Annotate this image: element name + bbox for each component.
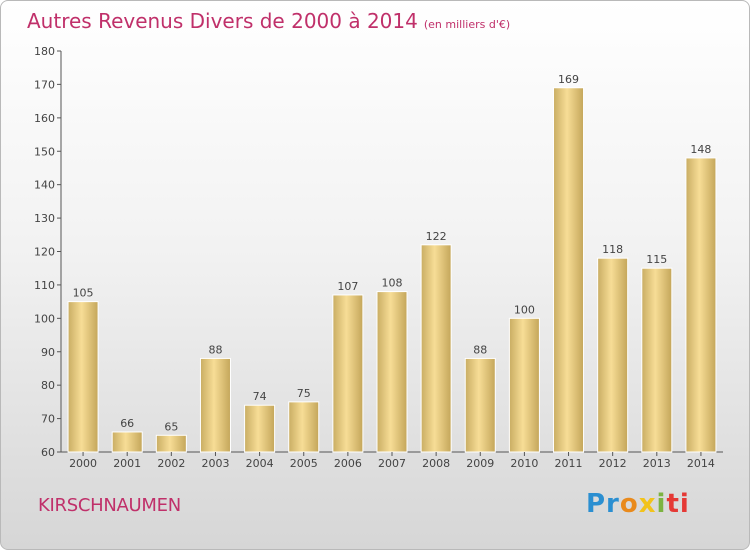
bar xyxy=(244,404,276,453)
x-tick-label: 2007 xyxy=(378,457,406,470)
bar xyxy=(155,434,187,453)
bar-value-label: 88 xyxy=(208,343,222,356)
x-tick-label: 2014 xyxy=(687,457,715,470)
bar xyxy=(420,244,452,453)
proxiti-logo: Proxiti xyxy=(586,489,690,519)
x-tick-label: 2012 xyxy=(599,457,627,470)
bar xyxy=(553,87,585,453)
y-tick-label: 140 xyxy=(34,179,55,192)
y-tick-label: 170 xyxy=(34,78,55,91)
bar-value-label: 88 xyxy=(473,343,487,356)
y-tick-label: 60 xyxy=(41,446,55,459)
bar xyxy=(67,301,99,453)
x-tick-label: 2004 xyxy=(246,457,274,470)
bar-value-label: 74 xyxy=(253,390,267,403)
logo-part: i xyxy=(656,489,667,519)
chart-title: Autres Revenus Divers de 2000 à 2014 (en … xyxy=(27,9,510,33)
x-tick-label: 2013 xyxy=(643,457,671,470)
chart-title-text: Autres Revenus Divers de 2000 à 2014 xyxy=(27,9,418,33)
bar-series: 105 66 65 88 74 75 107 108 122 88 100 169 118 115 148 xyxy=(67,73,717,453)
x-tick-label: 2003 xyxy=(201,457,229,470)
bar xyxy=(685,157,717,453)
bar-value-label: 148 xyxy=(690,143,711,156)
bar-value-label: 105 xyxy=(73,287,94,300)
bar-value-label: 66 xyxy=(120,417,134,430)
bar-value-label: 169 xyxy=(558,73,579,86)
y-tick-label: 100 xyxy=(34,312,55,325)
y-tick-label: 120 xyxy=(34,246,55,259)
bar-value-label: 65 xyxy=(164,420,178,433)
bar-value-label: 100 xyxy=(514,303,535,316)
logo-part: x xyxy=(638,489,657,519)
x-tick-label: 2005 xyxy=(290,457,318,470)
x-tick-label: 2000 xyxy=(69,457,97,470)
bar xyxy=(111,431,143,453)
logo-part: o xyxy=(619,489,639,519)
x-axis: 2000 2001 2002 2003 2004 2005 2006 2007 2008 2009… xyxy=(69,452,715,470)
bar xyxy=(597,257,629,453)
y-tick-label: 150 xyxy=(34,145,55,158)
x-tick-label: 2009 xyxy=(466,457,494,470)
town-name: KIRSCHNAUMEN xyxy=(38,495,181,516)
y-tick-label: 110 xyxy=(34,279,55,292)
chart-title-unit: (en milliers d'€) xyxy=(423,18,511,31)
bar-value-label: 122 xyxy=(426,230,447,243)
x-tick-label: 2010 xyxy=(510,457,538,470)
logo-part: Pr xyxy=(586,489,620,519)
y-tick-label: 90 xyxy=(41,346,55,359)
bar xyxy=(641,267,673,453)
x-tick-label: 2002 xyxy=(157,457,185,470)
bar-value-label: 108 xyxy=(382,277,403,290)
bar-value-label: 115 xyxy=(646,253,667,266)
y-tick-label: 160 xyxy=(34,112,55,125)
y-tick-label: 80 xyxy=(41,379,55,392)
bar-value-label: 107 xyxy=(337,280,358,293)
bar xyxy=(199,357,231,453)
bar-value-label: 75 xyxy=(297,387,311,400)
logo-part: ti xyxy=(666,489,690,519)
y-tick-label: 180 xyxy=(34,45,55,58)
bar xyxy=(464,357,496,453)
y-tick-label: 130 xyxy=(34,212,55,225)
bar xyxy=(376,291,408,453)
x-tick-label: 2006 xyxy=(334,457,362,470)
x-tick-label: 2001 xyxy=(113,457,141,470)
bar xyxy=(288,401,320,453)
bar xyxy=(508,317,540,453)
x-tick-label: 2011 xyxy=(555,457,583,470)
bar xyxy=(332,294,364,453)
y-axis: 60 70 80 90 100 110 120 130 140 150 160 170 180 xyxy=(34,45,723,459)
bar-value-label: 118 xyxy=(602,243,623,256)
x-tick-label: 2008 xyxy=(422,457,450,470)
y-tick-label: 70 xyxy=(41,413,55,426)
